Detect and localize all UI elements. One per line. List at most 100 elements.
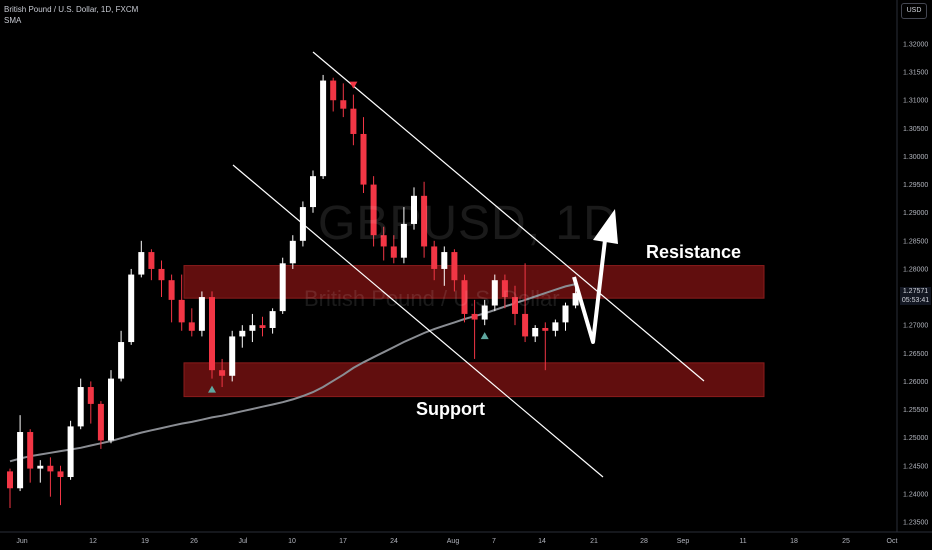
candle	[67, 420, 74, 480]
candle-body	[198, 297, 205, 331]
candle	[77, 378, 84, 430]
indicator-label[interactable]: SMA	[4, 16, 22, 25]
time-tick-label: 14	[538, 538, 546, 545]
candle	[522, 263, 529, 343]
price-tick-label: 1.27000	[903, 323, 928, 330]
candle	[441, 246, 448, 286]
candle	[57, 465, 64, 506]
candle-body	[57, 471, 64, 478]
candle-body	[512, 297, 518, 314]
candle-body	[158, 268, 165, 281]
candle-body	[471, 313, 478, 320]
candle	[188, 308, 195, 337]
candle-body	[431, 246, 438, 269]
channel-lower-line	[232, 164, 604, 478]
time-tick-label: 10	[288, 538, 296, 545]
candle	[37, 460, 44, 483]
current-price-value: 1.27571	[902, 288, 929, 295]
candle	[209, 291, 215, 379]
candle-body	[209, 297, 215, 371]
candle-body	[7, 471, 13, 489]
candle-body	[491, 280, 498, 306]
candle-body	[481, 305, 488, 320]
time-tick-label: 24	[390, 538, 398, 545]
candle-body	[330, 80, 337, 101]
channel-upper-line	[312, 51, 705, 382]
candle	[198, 291, 205, 337]
candle-body	[380, 235, 387, 247]
symbol-title[interactable]: British Pound / U.S. Dollar, 1D, FXCM	[4, 5, 139, 14]
candle-body	[350, 108, 357, 134]
price-tick-label: 1.23500	[903, 520, 928, 527]
candle	[310, 170, 316, 213]
candle	[289, 235, 296, 269]
candle	[532, 325, 539, 343]
price-tick-label: 1.30000	[903, 154, 928, 161]
candle-body	[128, 274, 135, 343]
time-tick-label: 19	[141, 538, 149, 545]
candle-body	[340, 100, 347, 109]
price-tick-label: 1.25500	[903, 407, 928, 414]
candle-body	[501, 280, 508, 298]
candle	[269, 308, 276, 334]
candle-body	[87, 387, 94, 404]
time-tick-label: Sep	[677, 538, 690, 545]
candle	[17, 415, 24, 492]
candle-body	[148, 252, 155, 269]
candle	[491, 274, 498, 312]
candle	[360, 117, 367, 194]
candle	[461, 274, 468, 323]
candle-body	[542, 327, 549, 331]
price-tick-label: 1.25000	[903, 435, 928, 442]
time-tick-label: Jun	[16, 538, 27, 545]
candle-body	[572, 293, 579, 306]
candle	[279, 257, 286, 314]
projection-path	[572, 239, 607, 344]
candle-body	[562, 305, 569, 323]
candle-body	[390, 246, 397, 258]
time-tick-label: 17	[339, 538, 347, 545]
watermark-description: British Pound / U.S. Dollar	[304, 286, 560, 311]
candle-body	[279, 263, 286, 312]
candle	[259, 316, 266, 337]
time-tick-label: 28	[640, 538, 648, 545]
candle-body	[461, 280, 468, 314]
candle-body	[249, 325, 256, 331]
candle	[390, 235, 397, 264]
candle-body	[441, 252, 448, 269]
candle	[158, 260, 165, 298]
candle-body	[229, 336, 236, 376]
buy-signal-marker	[480, 332, 489, 340]
candle-body	[37, 465, 44, 469]
candle	[340, 83, 347, 118]
sma-line	[9, 283, 576, 463]
time-tick-label: Jul	[239, 538, 248, 545]
candle	[138, 240, 145, 278]
price-tick-label: 1.26500	[903, 351, 928, 358]
price-tick-label: 1.28000	[903, 266, 928, 273]
price-tick-label: 1.30500	[903, 126, 928, 133]
candle	[229, 330, 236, 382]
time-tick-label: 25	[842, 538, 850, 545]
candle	[148, 249, 155, 281]
support-label: Support	[416, 399, 485, 419]
currency-button[interactable]: USD	[901, 3, 927, 19]
time-tick-label: 12	[89, 538, 97, 545]
support-zone	[183, 362, 765, 398]
candle-body	[168, 280, 175, 300]
time-tick-label: Oct	[887, 538, 898, 545]
candle-body	[17, 432, 24, 489]
candle	[249, 313, 256, 343]
candle	[118, 330, 125, 382]
candle	[320, 74, 327, 179]
price-tick-label: 1.29500	[903, 182, 928, 189]
candle-body	[370, 184, 377, 236]
resistance-label: Resistance	[646, 242, 742, 262]
time-tick-label: 7	[492, 538, 496, 545]
price-tick-label: 1.32000	[903, 42, 928, 49]
candle-body	[552, 322, 559, 331]
candle	[330, 77, 337, 112]
candle	[47, 457, 54, 497]
